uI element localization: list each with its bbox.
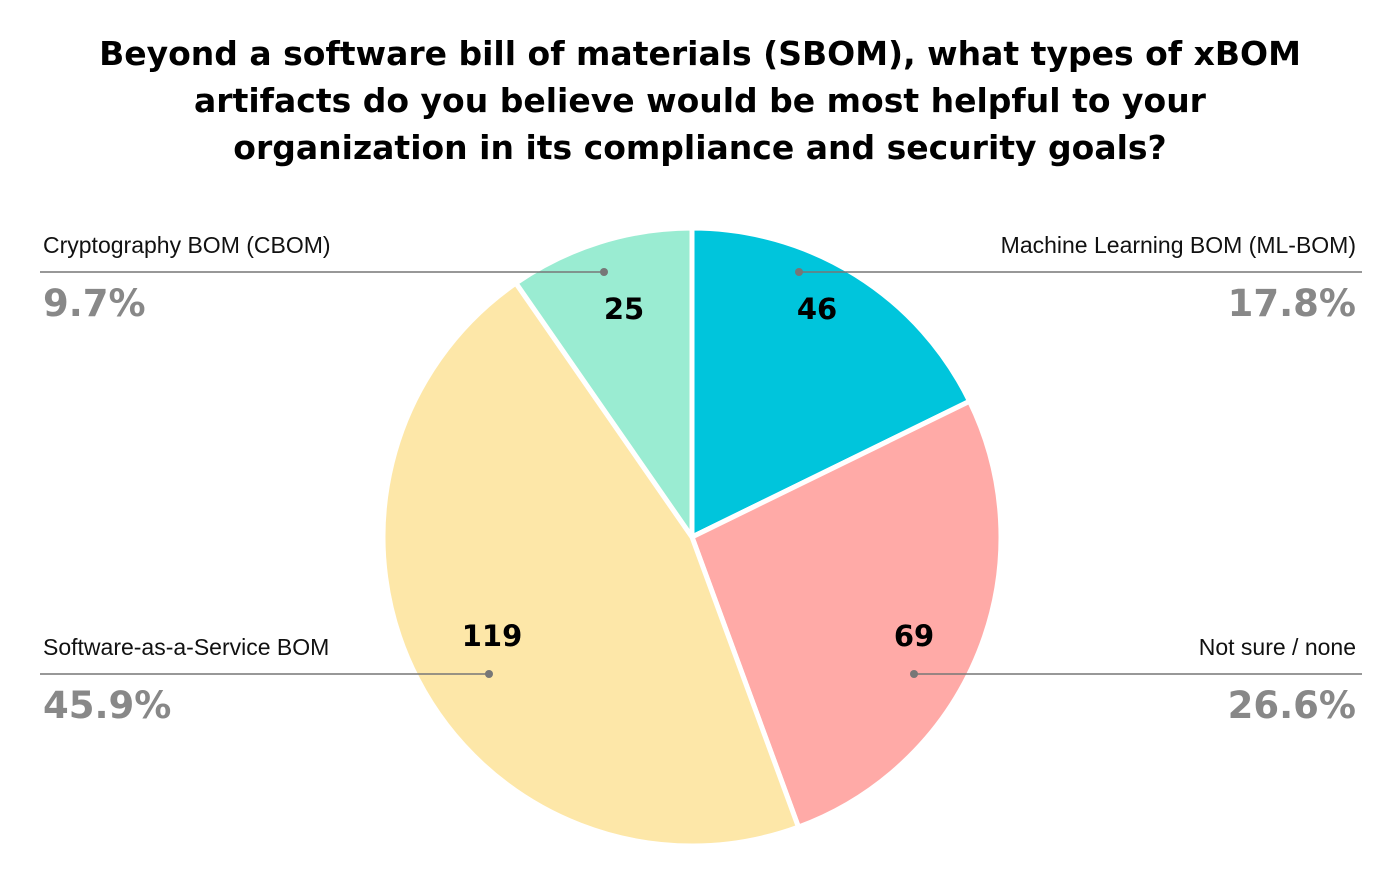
slice-category-label: Not sure / none bbox=[1199, 634, 1356, 660]
slice-value-label: 69 bbox=[894, 619, 934, 653]
slice-percent-label: 17.8% bbox=[1228, 282, 1356, 325]
slice-category-label: Software-as-a-Service BOM bbox=[43, 634, 329, 660]
leader-dot bbox=[795, 268, 803, 276]
leader-dot bbox=[910, 670, 918, 678]
chart-title-line: Beyond a software bill of materials (SBO… bbox=[99, 34, 1301, 73]
chart-title: Beyond a software bill of materials (SBO… bbox=[0, 30, 1400, 171]
slice-percent-label: 26.6% bbox=[1228, 684, 1356, 727]
leader-dot bbox=[600, 268, 608, 276]
pie-slice bbox=[689, 225, 973, 540]
slice-category-label: Machine Learning BOM (ML-BOM) bbox=[1001, 232, 1356, 258]
pie-slice bbox=[513, 225, 695, 540]
pie-slice bbox=[380, 280, 801, 849]
slice-value-label: 25 bbox=[604, 292, 644, 326]
slice-value-label: 46 bbox=[797, 292, 837, 326]
slice-category-label: Cryptography BOM (CBOM) bbox=[43, 232, 331, 258]
leader-dot bbox=[485, 670, 493, 678]
slice-value-label: 119 bbox=[462, 619, 523, 653]
chart-title-line: artifacts do you believe would be most h… bbox=[194, 81, 1206, 120]
slice-percent-label: 9.7% bbox=[43, 282, 146, 325]
slice-percent-label: 45.9% bbox=[43, 684, 171, 727]
pie-slice bbox=[689, 398, 1004, 830]
chart-title-line: organization in its compliance and secur… bbox=[233, 128, 1167, 167]
